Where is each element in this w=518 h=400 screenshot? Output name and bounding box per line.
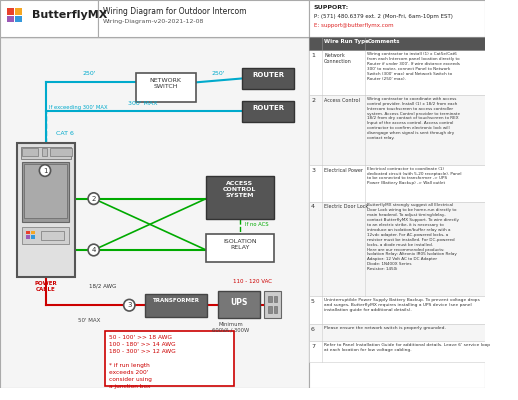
- Text: ROUTER: ROUTER: [252, 72, 284, 78]
- Circle shape: [124, 300, 135, 311]
- Text: Refer to Panel Installation Guide for additional details. Leave 6' service loop
: Refer to Panel Installation Guide for ad…: [324, 343, 490, 352]
- Bar: [309, 37, 485, 388]
- Text: 250': 250': [82, 70, 96, 76]
- Bar: [15, 8, 22, 14]
- Bar: [24, 164, 67, 218]
- Bar: [31, 236, 35, 239]
- Text: 4: 4: [92, 247, 96, 253]
- Text: 50 - 100' >> 18 AWG
100 - 180' >> 14 AWG
180 - 300' >> 12 AWG

* if run length
e: 50 - 100' >> 18 AWG 100 - 180' >> 14 AWG…: [109, 335, 176, 389]
- Text: Network
Connection: Network Connection: [324, 53, 352, 64]
- Text: 250': 250': [211, 70, 225, 76]
- Text: 18/2 AWG: 18/2 AWG: [89, 284, 117, 289]
- Bar: [15, 16, 22, 22]
- Bar: [206, 176, 274, 219]
- Bar: [268, 296, 272, 302]
- Text: 5: 5: [311, 300, 315, 304]
- Text: Electrical contractor to coordinate (1)
dedicated circuit (with 5-20 receptacle): Electrical contractor to coordinate (1) …: [367, 167, 462, 185]
- Bar: [26, 236, 30, 239]
- Text: Uninterruptible Power Supply Battery Backup. To prevent voltage drops
and surges: Uninterruptible Power Supply Battery Bac…: [324, 298, 480, 312]
- Text: 3: 3: [311, 168, 315, 173]
- Bar: [309, 341, 485, 362]
- Circle shape: [88, 244, 99, 256]
- Text: Electric Door Lock: Electric Door Lock: [324, 204, 368, 210]
- Bar: [42, 148, 47, 156]
- Bar: [242, 68, 294, 89]
- Bar: [274, 296, 277, 302]
- Bar: [136, 73, 196, 102]
- Bar: [206, 234, 274, 262]
- Text: 50' MAX: 50' MAX: [78, 318, 100, 323]
- Bar: [218, 291, 260, 318]
- Bar: [7, 8, 14, 14]
- Text: 7: 7: [311, 344, 315, 349]
- Text: Wiring Diagram for Outdoor Intercom: Wiring Diagram for Outdoor Intercom: [103, 7, 247, 16]
- Text: UPS: UPS: [230, 298, 248, 308]
- Bar: [309, 50, 485, 95]
- Bar: [268, 306, 272, 313]
- Circle shape: [39, 165, 51, 176]
- Text: Access Control: Access Control: [324, 98, 360, 103]
- Text: 1: 1: [311, 53, 315, 58]
- Text: 6: 6: [311, 326, 315, 332]
- Text: Minimum
600VA / 300W: Minimum 600VA / 300W: [212, 322, 249, 333]
- Bar: [22, 162, 69, 222]
- Text: Please ensure the network switch is properly grounded.: Please ensure the network switch is prop…: [324, 326, 446, 330]
- Text: ROUTER: ROUTER: [252, 105, 284, 111]
- Bar: [0, 37, 309, 388]
- Text: NETWORK
SWITCH: NETWORK SWITCH: [150, 78, 182, 90]
- Bar: [309, 37, 485, 50]
- Bar: [50, 148, 72, 156]
- Text: Wire Run Type: Wire Run Type: [324, 39, 369, 44]
- Bar: [309, 296, 485, 324]
- Bar: [242, 101, 294, 122]
- Text: If no ACS: If no ACS: [246, 222, 269, 227]
- Bar: [145, 294, 207, 317]
- Bar: [7, 16, 14, 22]
- Text: 110 - 120 VAC: 110 - 120 VAC: [234, 279, 272, 284]
- Text: Comments: Comments: [367, 39, 400, 44]
- Bar: [22, 227, 69, 244]
- Bar: [309, 0, 485, 37]
- Text: ACCESS
CONTROL
SYSTEM: ACCESS CONTROL SYSTEM: [223, 181, 256, 198]
- Bar: [0, 0, 98, 37]
- Circle shape: [88, 193, 99, 204]
- Bar: [274, 306, 277, 313]
- Bar: [0, 0, 485, 37]
- Bar: [309, 324, 485, 341]
- Text: Electrical Power: Electrical Power: [324, 168, 363, 173]
- Text: If exceeding 300' MAX: If exceeding 300' MAX: [49, 105, 107, 110]
- Text: E: support@butterflymx.com: E: support@butterflymx.com: [314, 23, 394, 28]
- Text: P: (571) 480.6379 ext. 2 (Mon-Fri, 6am-10pm EST): P: (571) 480.6379 ext. 2 (Mon-Fri, 6am-1…: [314, 14, 453, 18]
- Bar: [41, 231, 64, 240]
- Bar: [309, 95, 485, 165]
- Bar: [98, 0, 309, 37]
- Text: ISOLATION
RELAY: ISOLATION RELAY: [223, 239, 256, 250]
- Text: CAT 6: CAT 6: [56, 131, 74, 136]
- Bar: [26, 231, 30, 234]
- Text: Wiring-Diagram-v20-2021-12-08: Wiring-Diagram-v20-2021-12-08: [103, 19, 205, 24]
- Text: Wiring contractor to install (1) x Cat5e/Cat6
from each Intercom panel location : Wiring contractor to install (1) x Cat5e…: [367, 52, 460, 81]
- Text: 2: 2: [92, 196, 96, 202]
- Bar: [309, 165, 485, 202]
- Text: 2: 2: [311, 98, 315, 103]
- Bar: [31, 231, 35, 234]
- Bar: [17, 144, 75, 277]
- Bar: [309, 202, 485, 296]
- Bar: [21, 147, 71, 159]
- Text: 3: 3: [127, 302, 132, 308]
- Bar: [105, 331, 234, 386]
- Text: SUPPORT:: SUPPORT:: [314, 5, 349, 10]
- Bar: [22, 148, 38, 156]
- Text: 4: 4: [311, 204, 315, 210]
- Text: TRANSFORMER: TRANSFORMER: [153, 298, 199, 304]
- Text: ButterflyMX: ButterflyMX: [32, 10, 107, 20]
- Text: POWER
CABLE: POWER CABLE: [35, 281, 57, 292]
- Text: 1: 1: [42, 168, 47, 174]
- Bar: [264, 291, 281, 318]
- Text: ButterflyMX strongly suggest all Electrical
Door Lock wiring to be home-run dire: ButterflyMX strongly suggest all Electri…: [367, 204, 459, 271]
- Text: 300' MAX: 300' MAX: [127, 101, 157, 106]
- Text: Wiring contractor to coordinate with access
control provider. Install (1) x 18/2: Wiring contractor to coordinate with acc…: [367, 97, 461, 140]
